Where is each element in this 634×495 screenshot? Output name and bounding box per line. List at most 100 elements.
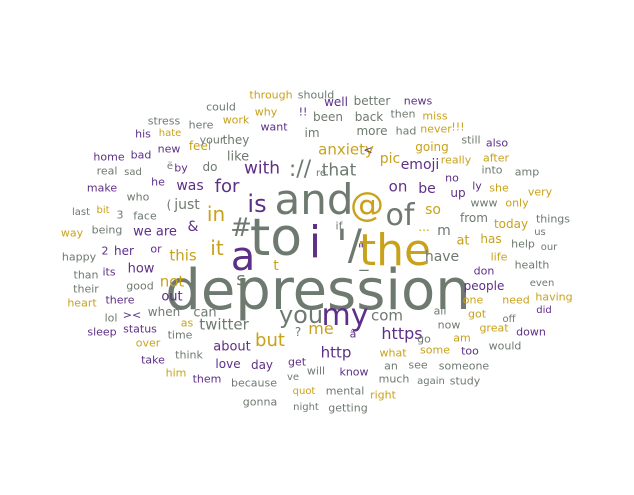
word: night xyxy=(293,402,319,413)
word: health xyxy=(514,258,550,272)
word: lol xyxy=(104,311,118,325)
word: getting xyxy=(328,401,368,415)
word: ë xyxy=(166,161,174,172)
word: re xyxy=(315,168,327,179)
word: status xyxy=(123,322,157,336)
word: !!! xyxy=(451,120,465,134)
word: life xyxy=(490,250,508,264)
word: quot xyxy=(292,386,316,397)
word: back xyxy=(354,110,384,124)
word: !! xyxy=(298,105,308,119)
word: like xyxy=(226,149,250,165)
word: your xyxy=(199,133,225,147)
word: sleep xyxy=(87,325,117,339)
word: be xyxy=(418,181,436,197)
word: why xyxy=(254,105,278,119)
word: our xyxy=(540,242,558,253)
word: you xyxy=(278,301,324,329)
word: ? xyxy=(294,325,302,339)
word: one xyxy=(462,293,484,307)
word: to xyxy=(249,208,303,268)
word: an xyxy=(384,359,398,373)
word: when xyxy=(147,305,181,319)
word: not xyxy=(159,272,185,291)
word: think xyxy=(175,348,203,362)
word: get xyxy=(287,355,307,369)
word: that xyxy=(321,160,357,181)
word: got xyxy=(467,307,487,321)
word: pic xyxy=(379,151,401,167)
word: some xyxy=(420,343,450,357)
word: really xyxy=(440,153,472,167)
word: good xyxy=(126,279,154,293)
word: great xyxy=(479,321,509,335)
word: or xyxy=(150,242,162,256)
word: then xyxy=(390,107,416,121)
word: < xyxy=(363,143,373,157)
word: but xyxy=(255,330,285,351)
word: people xyxy=(463,279,505,293)
word: miss xyxy=(422,109,448,123)
word: help xyxy=(511,237,535,251)
word: ve xyxy=(286,372,300,383)
word: '/ xyxy=(336,220,362,269)
word: as xyxy=(180,316,194,330)
word: having xyxy=(535,290,573,304)
word: t xyxy=(273,258,279,274)
word: real xyxy=(96,164,118,178)
word: he xyxy=(151,175,165,189)
word: face xyxy=(133,209,157,223)
word: ly xyxy=(472,179,482,193)
word: her xyxy=(114,244,134,258)
word: with xyxy=(243,158,281,179)
word: we are xyxy=(133,224,177,240)
word: m xyxy=(437,223,451,239)
word: about xyxy=(213,339,251,355)
word: than xyxy=(73,268,99,282)
word: im xyxy=(304,126,320,140)
word: been xyxy=(313,110,343,124)
word: # xyxy=(230,213,252,243)
word: @ xyxy=(350,185,384,225)
word: there xyxy=(105,293,135,307)
word: need xyxy=(502,293,530,307)
word: for xyxy=(214,176,240,197)
word: way xyxy=(60,226,84,240)
word: still xyxy=(461,133,481,147)
word: can xyxy=(193,305,217,321)
word: here xyxy=(188,118,214,132)
word: depression xyxy=(165,258,471,323)
word: a xyxy=(230,234,256,280)
word: today xyxy=(493,217,529,231)
word: too xyxy=(461,344,479,358)
word: take xyxy=(141,353,165,367)
word: just xyxy=(174,197,200,213)
word: much xyxy=(378,372,410,386)
word: us xyxy=(534,227,546,238)
word: did xyxy=(536,305,552,316)
word: on xyxy=(388,177,408,196)
word: www xyxy=(470,196,498,210)
word: 3 xyxy=(116,208,124,222)
word: the xyxy=(358,225,432,276)
word: anxiety xyxy=(318,140,374,159)
word: hate xyxy=(158,128,182,139)
word: is xyxy=(247,190,267,218)
word: do xyxy=(202,160,218,174)
word: :// xyxy=(288,157,312,182)
word: http xyxy=(320,343,352,362)
word: work xyxy=(222,113,250,127)
word: & xyxy=(187,219,199,235)
word: off xyxy=(502,314,516,325)
word: heart xyxy=(67,296,97,310)
word: amp xyxy=(514,165,540,179)
word: gonna xyxy=(242,395,278,409)
word: how xyxy=(127,261,155,277)
word: things xyxy=(535,212,571,226)
word: they xyxy=(222,133,250,147)
word: who xyxy=(126,190,150,204)
word: see xyxy=(408,358,428,372)
word: she xyxy=(489,181,509,195)
word: happy xyxy=(61,250,97,264)
